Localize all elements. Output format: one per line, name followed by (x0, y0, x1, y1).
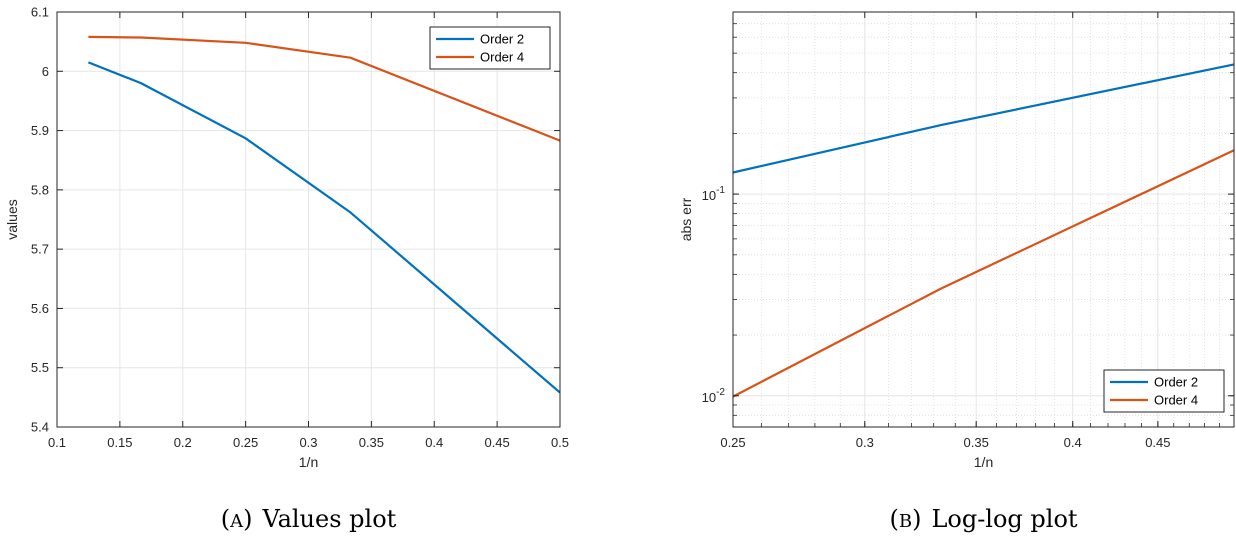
x-tick-label: 0.2 (174, 435, 192, 450)
log-log-plot-caption-text: Log-log plot (931, 505, 1077, 533)
y-tick-label: 5.8 (31, 182, 49, 197)
y-tick-label: 10-1 (702, 185, 726, 203)
x-tick-label: 0.45 (1145, 435, 1170, 450)
series-line-order-4 (88, 35, 561, 142)
log-log-plot-axes (732, 11, 1235, 428)
x-tick-label: 0.3 (299, 435, 317, 450)
log-log-plot-caption-label: B (899, 511, 912, 532)
values-plot-caption-label: A (229, 511, 244, 532)
y-tick-label: 6.1 (31, 5, 49, 20)
values-plot-y-label: values (4, 199, 20, 239)
legend-entry: Order 4 (480, 50, 524, 65)
x-tick-label: 0.1 (48, 435, 66, 450)
values-plot-series (87, 35, 561, 394)
y-tick-label-exponent: -1 (716, 185, 725, 196)
values-plot-panel: 0.1 0.15 0.2 0.25 0.3 0.35 0.4 0.45 0.5 5.45.55.… (4, 5, 569, 534)
values-plot-x-ticks: 0.1 0.15 0.2 0.25 0.3 0.35 0.4 0.45 0.5 (48, 435, 569, 450)
legend-box (429, 26, 551, 70)
axes-box (732, 11, 1235, 428)
y-tick-label: 10-2 (702, 387, 726, 405)
x-tick-label: 0.15 (107, 435, 132, 450)
y-tick-label-base: 10 (702, 390, 716, 405)
y-tick-label: 5.7 (31, 242, 49, 257)
log-log-plot-panel: 0.25 0.3 0.35 0.4 0.45 10-210-1 1/n abs err … (678, 11, 1235, 533)
y-tick-label: 5.6 (31, 301, 49, 316)
legend-entry: Order 2 (480, 32, 524, 47)
y-tick-label: 6 (42, 64, 49, 79)
values-plot-caption-text: Values plot (261, 505, 396, 533)
values-plot-legend: Order 2 Order 4 (429, 26, 551, 70)
y-tick-label: 5.4 (31, 420, 49, 435)
log-log-plot-grid (732, 12, 1234, 427)
x-tick-label: 0.35 (359, 435, 384, 450)
series-line-order-2 (732, 63, 1235, 174)
legend-entry: Order 4 (1154, 393, 1198, 408)
log-log-plot-legend: Order 2 Order 4 (1103, 369, 1225, 413)
series-line-order-2 (87, 61, 561, 394)
x-tick-label: 0.25 (720, 435, 745, 450)
x-tick-label: 0.3 (856, 435, 874, 450)
values-plot-x-label: 1/n (299, 454, 318, 470)
axes-box (56, 11, 561, 428)
x-tick-label: 0.5 (551, 435, 569, 450)
x-tick-label: 0.35 (964, 435, 989, 450)
log-log-plot-x-ticks: 0.25 0.3 0.35 0.4 0.45 (720, 435, 1170, 450)
log-log-plot-series (732, 63, 1235, 398)
x-tick-label: 0.45 (484, 435, 509, 450)
x-tick-label: 0.25 (233, 435, 258, 450)
values-plot-axes (56, 11, 561, 428)
log-log-plot-caption: (B) Log-log plot (889, 505, 1077, 533)
log-log-plot-x-label: 1/n (974, 454, 993, 470)
values-plot-caption: (A) Values plot (221, 505, 397, 533)
x-tick-label: 0.4 (425, 435, 443, 450)
log-log-plot-y-label: abs err (678, 197, 694, 241)
x-tick-label: 0.4 (1064, 435, 1082, 450)
log-log-plot-y-ticks: 10-210-1 (702, 185, 726, 405)
values-plot-y-ticks: 5.4 5.5 5.6 5.7 5.8 5.9 6 6.1 (31, 5, 49, 435)
y-tick-label-exponent: -2 (716, 387, 725, 398)
series-line-order-4 (732, 149, 1235, 398)
legend-entry: Order 2 (1154, 375, 1198, 390)
y-tick-label-base: 10 (702, 188, 716, 203)
legend-box (1103, 369, 1225, 413)
values-plot-grid (56, 11, 561, 428)
y-tick-label: 5.5 (31, 360, 49, 375)
y-tick-label: 5.9 (31, 123, 49, 138)
